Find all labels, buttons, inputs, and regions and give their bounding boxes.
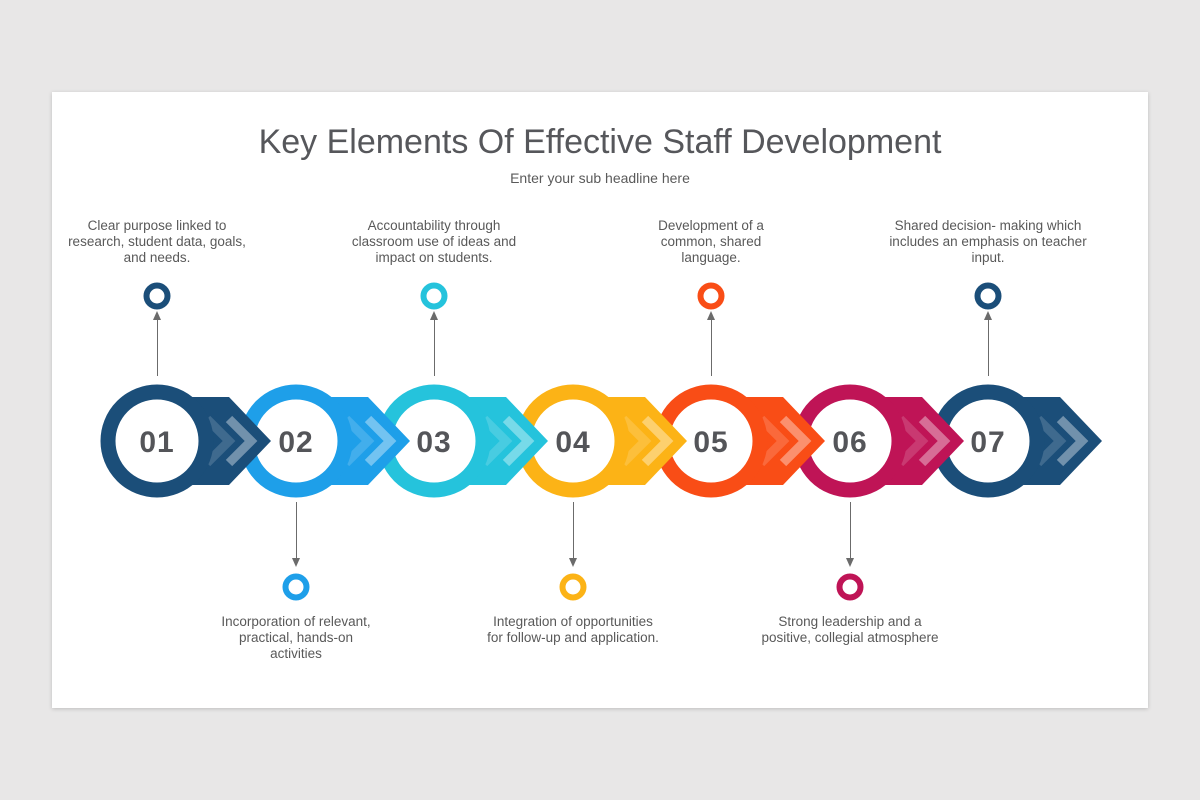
chevron-icon — [1034, 415, 1067, 467]
chevron-icon — [779, 415, 812, 467]
chevron-icon — [918, 415, 951, 467]
connector-arrow-down-6 — [846, 558, 854, 567]
step-number-3: 03 — [416, 426, 451, 459]
connector-line-3 — [433, 320, 435, 376]
timeline-step-1: 01 — [97, 381, 277, 501]
connector-line-2 — [295, 502, 297, 558]
chevron-icon — [757, 415, 790, 467]
chevron-icon — [480, 415, 513, 467]
step-label-1: Clear purpose linked to research, studen… — [68, 218, 246, 265]
chevron-icon — [502, 415, 535, 467]
chevron-icon — [342, 415, 375, 467]
connector-arrow-up-3 — [430, 311, 438, 320]
page-subtitle: Enter your sub headline here — [510, 170, 690, 186]
step-ring-1 — [100, 384, 214, 498]
connector-arrow-up-7 — [984, 311, 992, 320]
connector-line-1 — [156, 320, 158, 376]
step-inner-circle-3 — [392, 399, 476, 483]
connector-line-4 — [572, 502, 574, 558]
connector-line-6 — [849, 502, 851, 558]
marker-ring-4 — [559, 573, 587, 601]
chevron-icon — [896, 415, 929, 467]
marker-ring-2 — [282, 573, 310, 601]
step-number-5: 05 — [693, 426, 728, 459]
timeline-step-4: 04 — [513, 381, 693, 501]
step-inner-circle-1 — [115, 399, 199, 483]
connector-arrow-up-1 — [153, 311, 161, 320]
step-number-6: 06 — [832, 426, 867, 459]
chevron-icon — [619, 415, 652, 467]
chevron-icon — [203, 415, 236, 467]
step-label-7: Shared decision- making which includes a… — [889, 218, 1087, 265]
page-title: Key Elements Of Effective Staff Developm… — [258, 123, 942, 161]
slide-canvas: Key Elements Of Effective Staff Developm… — [52, 92, 1148, 708]
step-inner-circle-6 — [808, 399, 892, 483]
marker-ring-6 — [836, 573, 864, 601]
chevron-icon — [225, 415, 258, 467]
chevron-icon — [364, 415, 397, 467]
marker-ring-3 — [420, 282, 448, 310]
timeline-step-6: 06 — [790, 381, 970, 501]
step-label-5: Development of a common, shared language… — [658, 218, 764, 265]
step-inner-circle-7 — [946, 399, 1030, 483]
connector-arrow-down-2 — [292, 558, 300, 567]
step-number-7: 07 — [970, 426, 1005, 459]
marker-ring-5 — [697, 282, 725, 310]
chevron-icon — [641, 415, 674, 467]
step-label-4: Integration of opportunities for follow-… — [487, 614, 659, 645]
step-inner-circle-2 — [254, 399, 338, 483]
step-number-4: 04 — [555, 426, 590, 459]
step-label-2: Incorporation of relevant, practical, ha… — [221, 614, 371, 661]
connector-line-5 — [710, 320, 712, 376]
step-label-6: Strong leadership and a positive, colleg… — [761, 614, 939, 645]
marker-ring-7 — [974, 282, 1002, 310]
chevron-icon — [1056, 415, 1089, 467]
step-inner-circle-4 — [531, 399, 615, 483]
marker-ring-1 — [143, 282, 171, 310]
connector-line-7 — [987, 320, 989, 376]
step-inner-circle-5 — [669, 399, 753, 483]
connector-arrow-down-4 — [569, 558, 577, 567]
step-number-1: 01 — [139, 426, 174, 459]
step-number-2: 02 — [278, 426, 313, 459]
step-label-3: Accountability through classroom use of … — [351, 218, 517, 265]
timeline-step-2: 02 — [236, 381, 416, 501]
connector-arrow-up-5 — [707, 311, 715, 320]
